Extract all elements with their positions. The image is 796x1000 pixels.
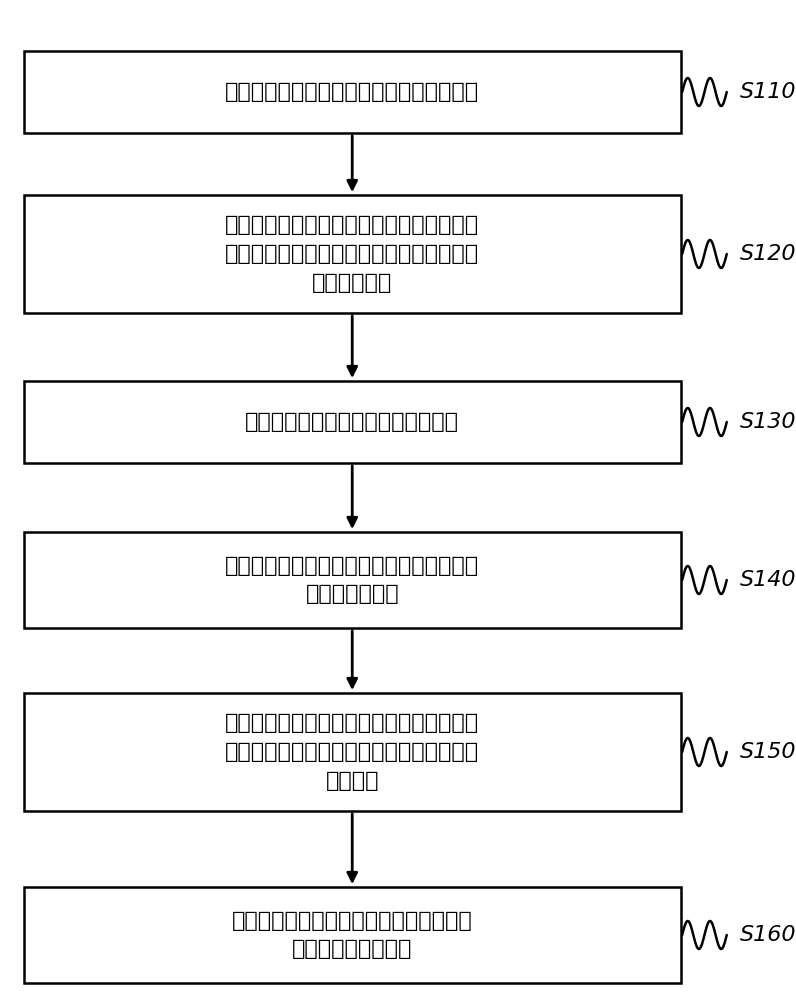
Text: S120: S120	[740, 244, 796, 264]
Text: S110: S110	[740, 82, 796, 102]
FancyBboxPatch shape	[24, 195, 681, 313]
Text: 将目标表中的工艺参数添加至仪表数据表，
得到第一数据表: 将目标表中的工艺参数添加至仪表数据表， 得到第一数据表	[225, 556, 479, 604]
FancyBboxPatch shape	[24, 887, 681, 983]
Text: S140: S140	[740, 570, 796, 590]
Text: 根据第一仪表数据表建立仪表数据模板表，
其中，仪表数据模板表中包括：修改标识和
填写标识: 根据第一仪表数据表建立仪表数据模板表， 其中，仪表数据模板表中包括：修改标识和 …	[225, 713, 479, 791]
Text: S160: S160	[740, 925, 796, 945]
FancyBboxPatch shape	[24, 51, 681, 133]
Text: S130: S130	[740, 412, 796, 432]
Text: 获取目标表，目标表包括：工艺参数: 获取目标表，目标表包括：工艺参数	[245, 412, 459, 432]
FancyBboxPatch shape	[24, 381, 681, 463]
Text: S150: S150	[740, 742, 796, 762]
Text: 对仪表数据表文件中的仪表数据表进行分类: 对仪表数据表文件中的仪表数据表进行分类	[225, 82, 479, 102]
FancyBboxPatch shape	[24, 693, 681, 811]
Text: 根据仪表数据模板表对仪表数据表进行填
写，得到第二数据表: 根据仪表数据模板表对仪表数据表进行填 写，得到第二数据表	[232, 911, 473, 959]
Text: 对每一类型的仪表数据表的参数进行统一规
划，并确定参数的含义，所述仪表数据表包
括：工艺参数: 对每一类型的仪表数据表的参数进行统一规 划，并确定参数的含义，所述仪表数据表包 …	[225, 215, 479, 293]
FancyBboxPatch shape	[24, 532, 681, 628]
